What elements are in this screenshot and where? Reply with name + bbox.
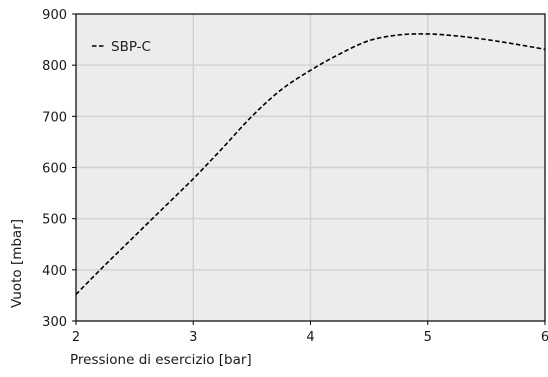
tick-labels: 2 3 4 5 6 300 400 500 600 700 800 900 xyxy=(42,8,548,345)
y-tick-label: 300 xyxy=(42,315,67,330)
y-tick-label: 700 xyxy=(42,110,67,125)
legend-label-sbp-c: SBP-C xyxy=(111,39,151,55)
series-line-sbp-c xyxy=(75,33,546,295)
x-tick-label: 3 xyxy=(189,330,197,345)
y-tick-label: 500 xyxy=(42,213,67,228)
legend: SBP-C xyxy=(92,39,151,55)
x-tick-label: 5 xyxy=(424,330,432,345)
y-axis-label: Vuoto [mbar] xyxy=(9,219,25,308)
y-tick-label: 600 xyxy=(42,162,67,177)
x-tick-label: 2 xyxy=(72,330,80,345)
y-tick-label: 400 xyxy=(42,264,67,279)
series-layer xyxy=(75,33,546,295)
x-tick-label: 4 xyxy=(306,330,314,345)
grid xyxy=(76,14,545,321)
x-axis-label: Pressione di esercizio [bar] xyxy=(70,352,252,368)
x-tick-label: 6 xyxy=(541,330,548,345)
y-tick-label: 900 xyxy=(42,8,67,23)
y-tick-label: 800 xyxy=(42,59,67,74)
